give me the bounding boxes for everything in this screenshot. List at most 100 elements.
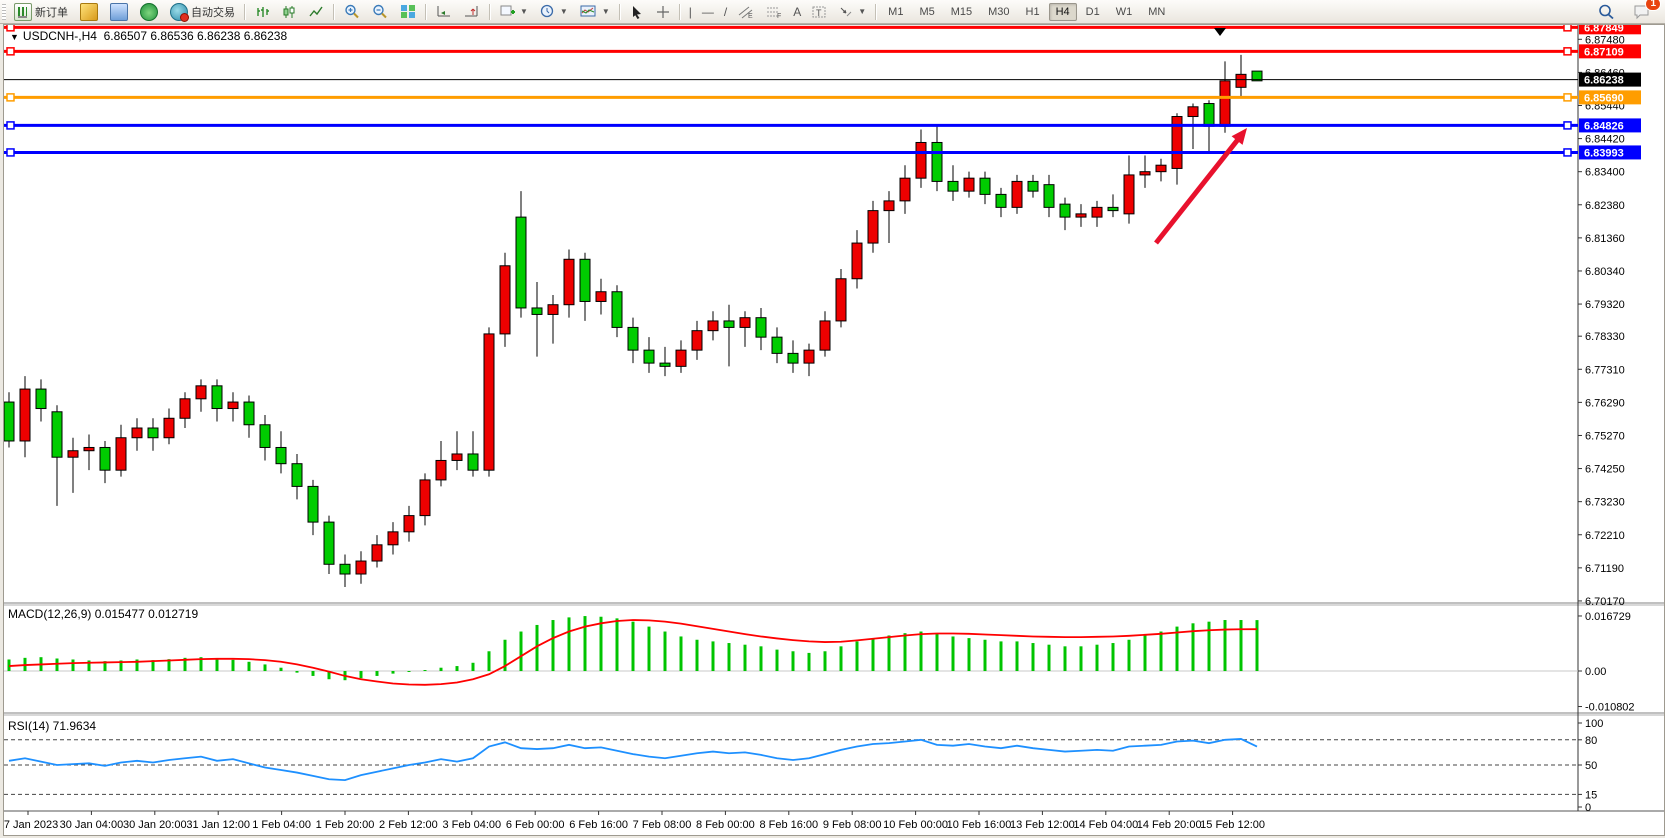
line-handle[interactable] — [1563, 25, 1572, 32]
periods-button[interactable]: ▼ — [535, 1, 573, 22]
price-axis-label: 6.77310 — [1585, 364, 1625, 376]
line-handle[interactable] — [6, 25, 15, 32]
chevron-down-icon: ▼ — [559, 7, 568, 16]
candle-body — [163, 417, 175, 439]
macd-histogram-bar — [1143, 634, 1147, 671]
timeframe-H4[interactable]: H4 — [1048, 2, 1077, 21]
timeframe-D1[interactable]: D1 — [1085, 5, 1100, 18]
new-order-button[interactable]: 新订单 — [9, 0, 73, 24]
chart-shift-marker[interactable] — [1214, 28, 1226, 36]
label-tool-button[interactable]: T — [807, 2, 832, 22]
candle-body — [259, 424, 271, 448]
trend-arrow-line[interactable] — [1154, 135, 1242, 245]
line-handle[interactable] — [1563, 148, 1572, 157]
line-handle[interactable] — [1563, 121, 1572, 130]
new-chart-button[interactable]: ▼ — [495, 1, 533, 22]
macd-histogram-bar — [551, 620, 555, 671]
macd-histogram-bar — [999, 641, 1003, 671]
candlestick-chart-button[interactable] — [277, 2, 302, 22]
price-axis-label: 6.84420 — [1585, 134, 1625, 146]
line-handle[interactable] — [1563, 93, 1572, 102]
price-line-badge — [1579, 90, 1641, 105]
zoom-in-button[interactable] — [339, 1, 365, 22]
candle-body — [371, 544, 383, 562]
auto-scroll-button[interactable] — [431, 1, 457, 22]
macd-histogram-bar — [135, 659, 139, 671]
candle-body — [483, 333, 495, 471]
line-handle[interactable] — [6, 121, 15, 130]
chart-shift-button[interactable] — [459, 1, 485, 22]
signals-button[interactable] — [135, 0, 163, 24]
zoom-out-icon — [373, 4, 387, 19]
line-handle[interactable] — [1563, 47, 1572, 56]
market-watch-button[interactable] — [75, 0, 103, 24]
macd-histogram-bar — [599, 616, 603, 671]
time-axis-label: 27 Jan 2023 — [4, 819, 58, 831]
svg-text:F: F — [777, 13, 781, 19]
zoom-out-button[interactable] — [367, 1, 393, 22]
macd-histogram-bar — [55, 658, 59, 671]
trendline-tool-button[interactable]: / — [723, 4, 728, 19]
price-axis-label: 6.81360 — [1585, 233, 1625, 245]
macd-histogram-bar — [231, 659, 235, 671]
tile-windows-button[interactable] — [395, 1, 421, 22]
line-handle[interactable] — [6, 93, 15, 102]
line-handle[interactable] — [6, 47, 15, 56]
line-handle[interactable] — [6, 148, 15, 157]
macd-histogram-bar — [567, 617, 571, 671]
candle-body — [723, 320, 735, 328]
line-chart-icon — [309, 6, 323, 16]
candle-body — [275, 446, 287, 465]
fibonacci-tool-button[interactable]: F — [761, 2, 787, 22]
line-chart-button[interactable] — [304, 2, 329, 22]
candle-body — [499, 265, 511, 335]
toolbar-separator — [875, 3, 878, 20]
chevron-down-icon: ▼ — [520, 7, 528, 16]
candle-body — [947, 180, 959, 192]
macd-histogram-bar — [1223, 620, 1227, 671]
auto-trading-button[interactable]: 自动交易 — [165, 0, 240, 24]
timeframe-H1[interactable]: H1 — [1025, 5, 1040, 18]
timeframe-MN[interactable]: MN — [1148, 5, 1166, 18]
macd-histogram-bar — [199, 657, 203, 671]
candle-body — [691, 330, 703, 351]
macd-histogram-bar — [423, 670, 427, 671]
timeframe-M15[interactable]: M15 — [950, 5, 973, 18]
vertical-line-tool-button[interactable]: | — [688, 4, 692, 19]
time-axis-label: 13 Feb 12:00 — [1010, 819, 1075, 831]
chart-canvas[interactable]: 0.0167290.00-0.01080210080501506.874806.… — [4, 25, 1664, 835]
search-icon — [1599, 4, 1614, 19]
channel-tool-button[interactable]: E — [733, 2, 759, 22]
price-line-badge-text: 6.84826 — [1584, 120, 1624, 132]
search-button[interactable] — [1593, 1, 1620, 23]
candle-body — [1251, 70, 1263, 82]
profile-icon — [110, 2, 128, 21]
macd-histogram-bar — [71, 659, 75, 671]
timeframe-M30[interactable]: M30 — [988, 5, 1010, 18]
price-line-badge-text: 6.87109 — [1584, 46, 1624, 58]
candle-body — [323, 521, 335, 565]
timeframe-M1[interactable]: M1 — [888, 5, 904, 18]
notifications-button[interactable]: 1 — [1628, 0, 1661, 23]
accounts-button[interactable] — [105, 0, 133, 24]
text-tool-button[interactable]: A — [788, 3, 806, 21]
price-line-badge-text: 6.83993 — [1584, 147, 1624, 159]
svg-text:T: T — [816, 8, 822, 18]
toolbar-grip[interactable] — [2, 3, 6, 20]
macd-axis-label: -0.010802 — [1585, 702, 1635, 714]
trend-arrow-head[interactable] — [1231, 128, 1247, 145]
timeframe-M5[interactable]: M5 — [919, 5, 935, 18]
candlestick-icon — [283, 5, 295, 18]
horizontal-line-tool-button[interactable]: — — [701, 4, 714, 19]
macd-histogram-bar — [327, 671, 331, 680]
cursor-tool-button[interactable] — [625, 2, 649, 22]
arrows-tool-button[interactable]: ▼ — [834, 2, 871, 22]
candle-body — [435, 459, 447, 481]
templates-button[interactable]: ▼ — [575, 1, 615, 22]
macd-histogram-bar — [967, 638, 971, 671]
crosshair-tool-button[interactable] — [651, 2, 675, 22]
candle-body — [387, 531, 399, 546]
bar-chart-button[interactable] — [250, 2, 275, 22]
macd-histogram-bar — [839, 646, 843, 671]
timeframe-W1[interactable]: W1 — [1115, 5, 1133, 18]
